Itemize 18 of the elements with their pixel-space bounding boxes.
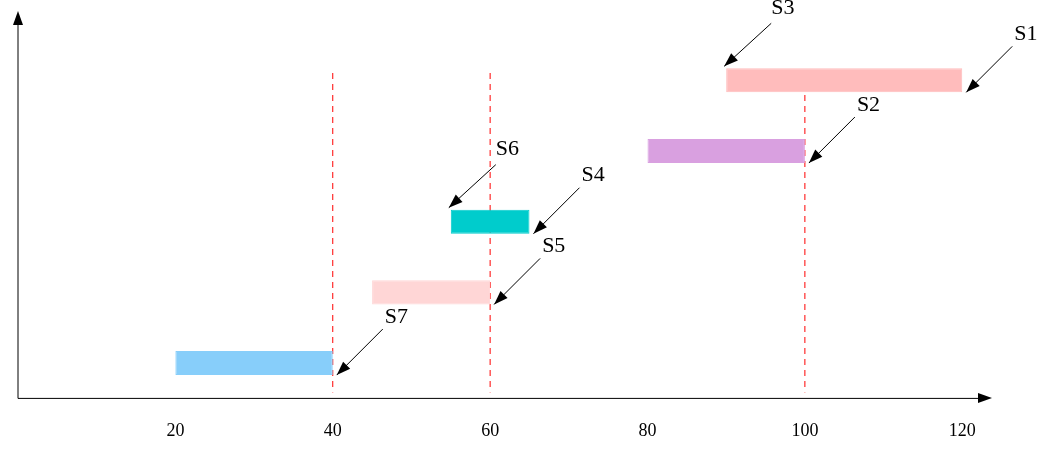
bar bbox=[372, 280, 491, 305]
annotation: S2 bbox=[856, 90, 881, 116]
x-tick-label: 120 bbox=[948, 419, 976, 440]
text: S3 bbox=[771, 0, 795, 20]
bar bbox=[450, 209, 530, 234]
annotation: S4 bbox=[581, 161, 605, 187]
annotation: S5 bbox=[542, 232, 566, 258]
bar bbox=[726, 68, 963, 93]
annotation: S6 bbox=[495, 135, 520, 161]
bar bbox=[647, 139, 805, 164]
x-tick-label: 40 bbox=[323, 419, 342, 440]
x-tick-label: 80 bbox=[638, 419, 657, 440]
x-tick-label: 100 bbox=[791, 419, 819, 440]
text: S1 bbox=[1014, 20, 1038, 46]
bar bbox=[175, 351, 333, 376]
x-tick-label: 20 bbox=[166, 419, 185, 440]
annotation: S7 bbox=[384, 302, 408, 328]
x-tick-label: 60 bbox=[481, 419, 500, 440]
